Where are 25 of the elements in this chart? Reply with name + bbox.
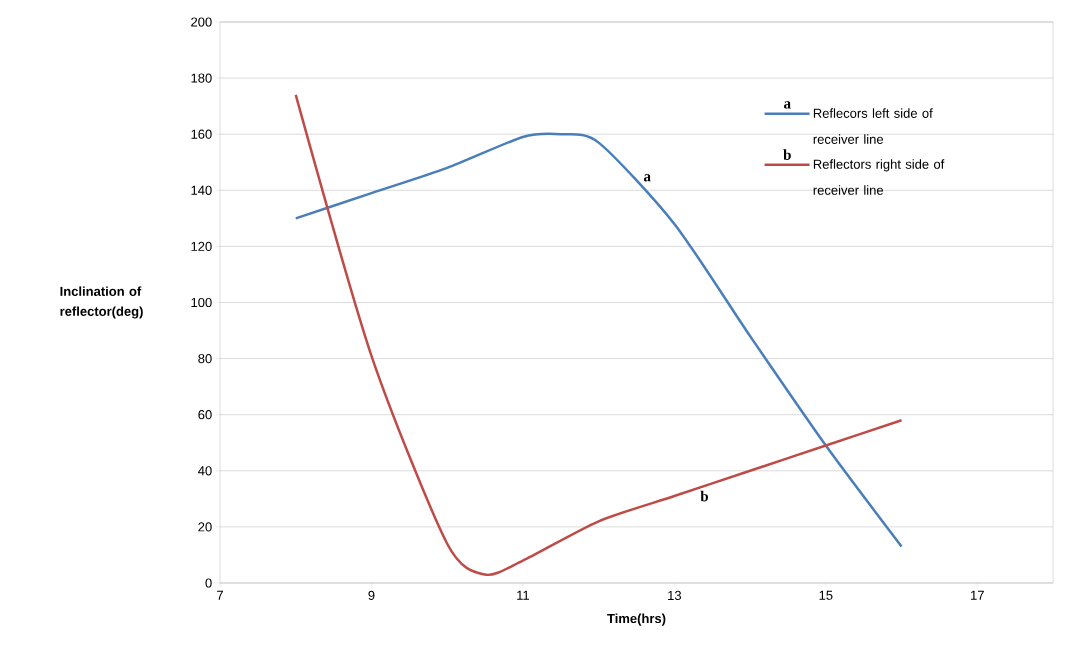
x-axis-title: Time(hrs) (607, 613, 666, 626)
x-tick-label: 9 (368, 590, 375, 600)
y-tick-label: 160 (191, 129, 212, 139)
y-tick-label: 60 (198, 410, 212, 420)
y-tick-label: 180 (191, 73, 212, 83)
y-tick-label: 200 (191, 17, 212, 27)
x-tick-label: 13 (668, 590, 682, 600)
text: Reflecors left side of receiver line (813, 108, 933, 144)
y-tick-label: 80 (198, 353, 212, 364)
y-tick-label: 100 (191, 297, 212, 308)
legend-label: Reflectors right side of receiver line (813, 159, 945, 195)
y-tick-label: 20 (198, 522, 212, 532)
y-tick-label: 120 (191, 241, 212, 251)
y-axis-title: Inclination of reflector(deg) (60, 286, 143, 319)
annotation: b (700, 490, 709, 502)
y-tick-label: 40 (198, 466, 212, 476)
x-tick-label: 7 (217, 590, 223, 600)
x-tick-label: 11 (517, 590, 530, 600)
annotation: a (784, 101, 791, 109)
annotation: a (643, 174, 651, 182)
annotation: b (783, 149, 791, 160)
y-tick-label: 140 (191, 185, 212, 195)
x-tick-label: 17 (971, 590, 984, 600)
x-tick-label: 15 (819, 590, 833, 600)
y-tick-label: 0 (205, 578, 212, 588)
